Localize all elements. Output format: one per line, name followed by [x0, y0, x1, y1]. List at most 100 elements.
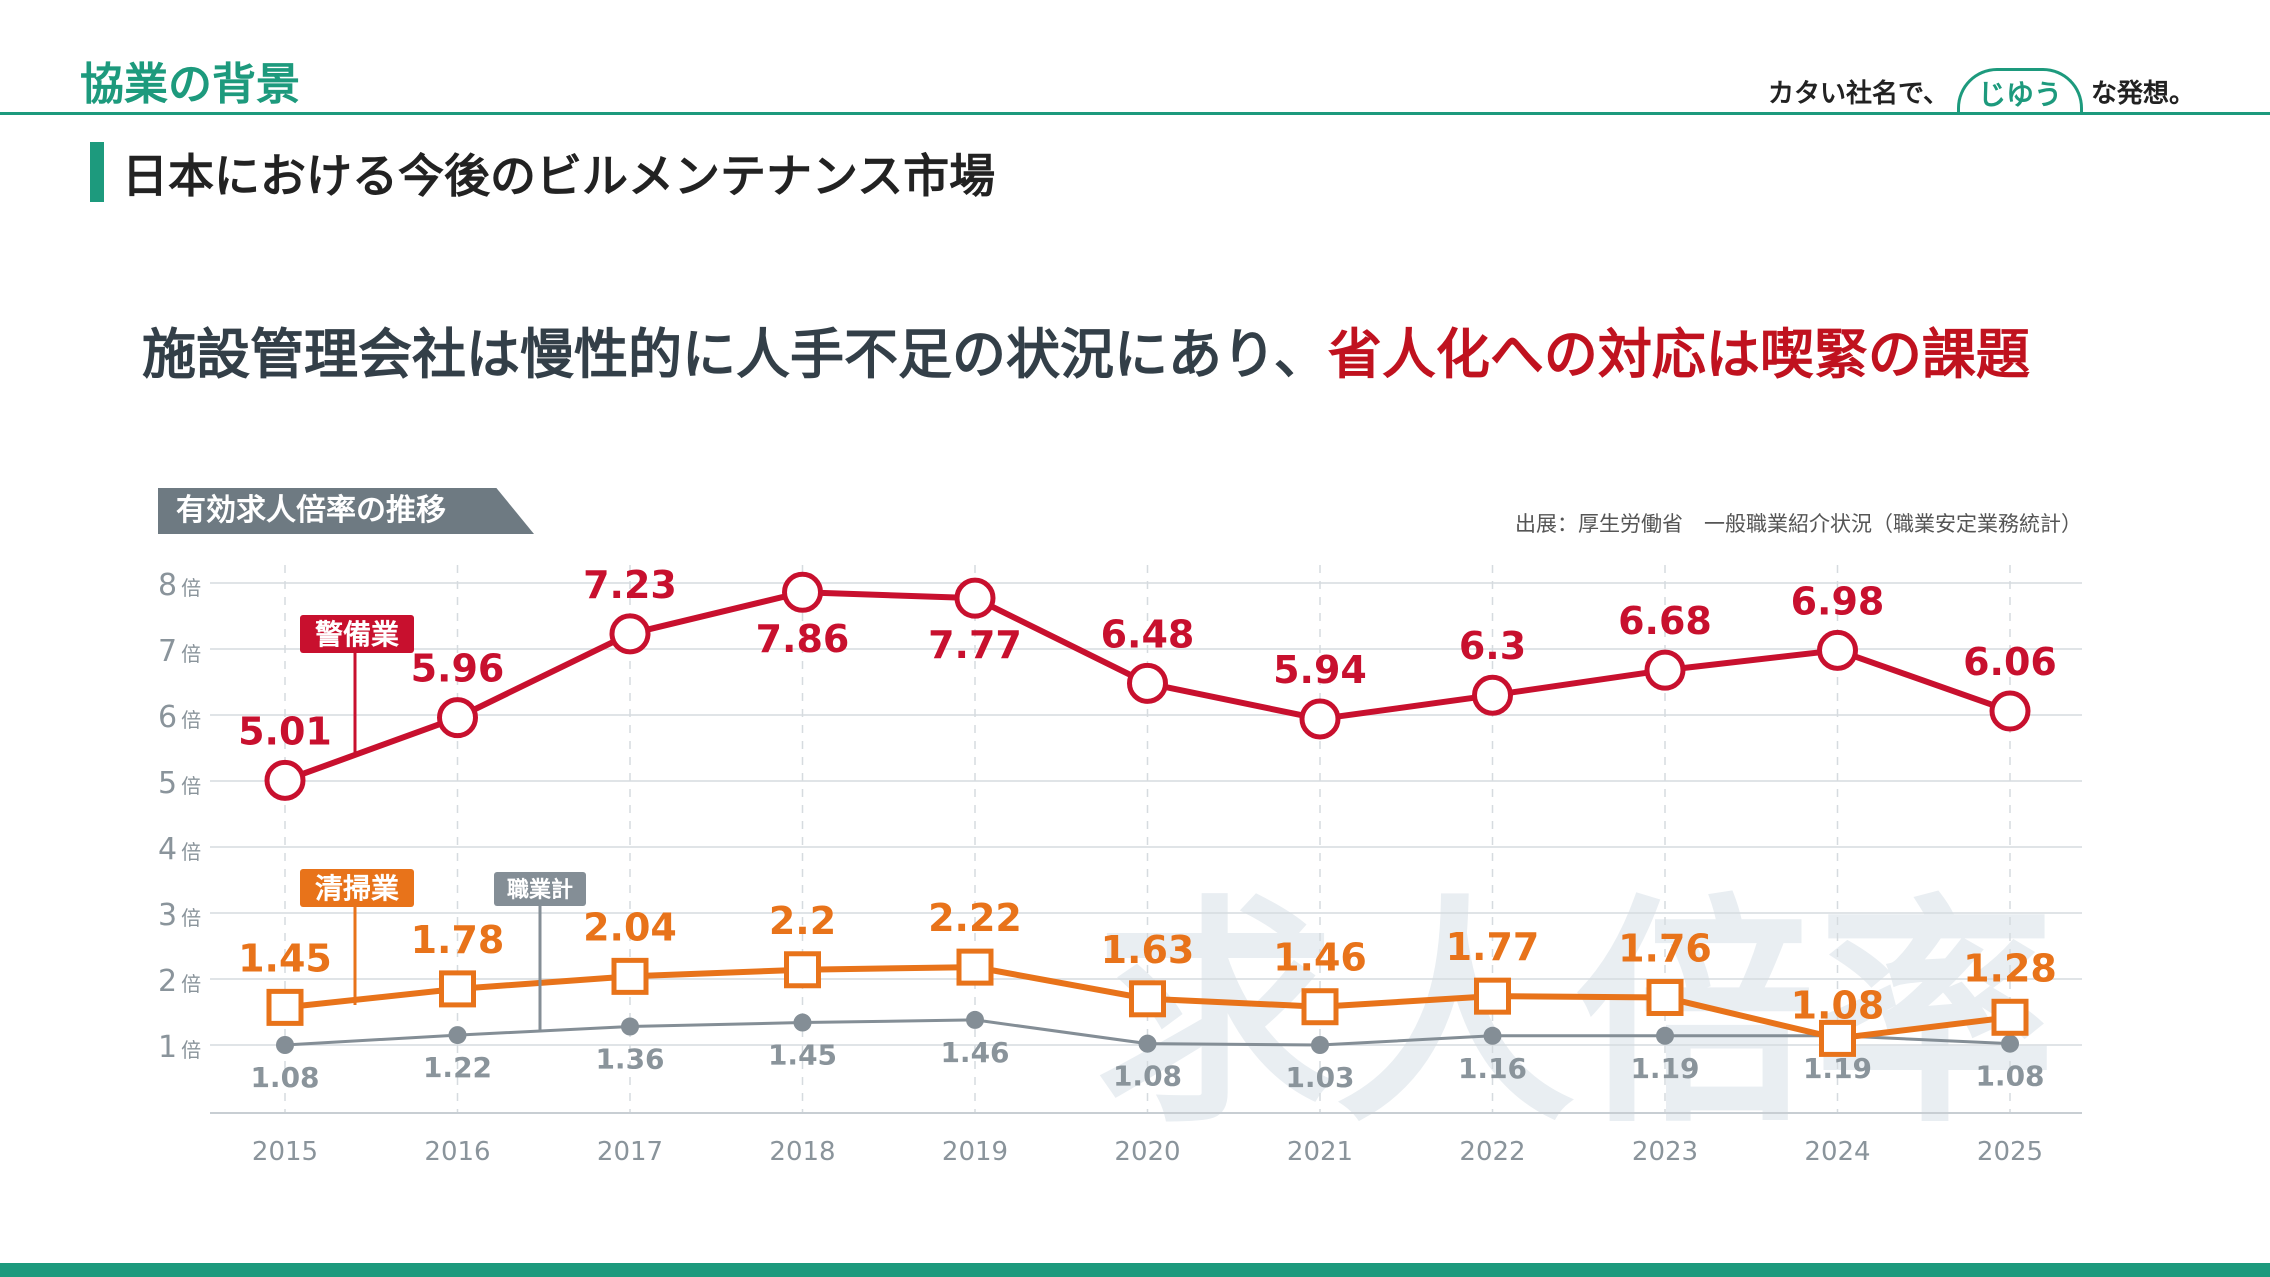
point-cleaning	[1301, 988, 1339, 1026]
x-tick-label: 2016	[424, 1137, 490, 1167]
data-label-cleaning: 2.2	[769, 899, 836, 943]
series-name-all: 職業計	[507, 877, 573, 903]
subheading: 日本における今後のビルメンテナンス市場	[122, 149, 996, 203]
point-security	[264, 759, 306, 801]
data-label-cleaning: 1.45	[238, 936, 332, 980]
x-tick-label: 2023	[1632, 1137, 1698, 1167]
data-label-all: 1.08	[1975, 1060, 2044, 1093]
key-message-accent: 省人化への対応は喫緊の課題	[1327, 323, 2030, 386]
point-cleaning	[956, 948, 994, 986]
series-name-security: 警備業	[315, 618, 399, 651]
data-label-all: 1.19	[1630, 1052, 1699, 1085]
chart-tag: 有効求人倍率の推移	[158, 488, 534, 534]
point-security	[437, 697, 478, 739]
point-security	[1472, 674, 1513, 716]
point-security	[1989, 690, 2031, 732]
data-label-all: 1.45	[768, 1039, 837, 1072]
point-security	[609, 613, 651, 655]
brand-tagline-before: カタい社名で、	[1768, 79, 1949, 109]
key-message-main: 施設管理会社は慢性的に人手不足の状況にあり、	[142, 323, 1328, 386]
footer-band	[0, 1263, 2270, 1277]
data-label-cleaning: 2.04	[583, 905, 677, 949]
x-tick-label: 2015	[252, 1137, 318, 1167]
source-note: 出展：厚生労働省 一般職業紹介状況（職業安定業務統計）	[1515, 512, 2082, 536]
x-tick-label: 2017	[597, 1137, 663, 1167]
point-all	[1138, 1034, 1157, 1053]
data-label-all: 1.36	[595, 1043, 664, 1076]
series-tag-security	[300, 615, 414, 653]
data-label-security: 7.77	[928, 623, 1022, 667]
data-label-cleaning: 1.46	[1273, 936, 1367, 980]
series-tag-all	[494, 872, 586, 906]
data-label-security: 6.06	[1963, 640, 2057, 684]
data-label-security: 7.86	[756, 617, 850, 661]
data-label-security: 6.3	[1459, 624, 1526, 668]
data-label-security: 6.48	[1101, 612, 1195, 656]
data-label-cleaning: 1.08	[1791, 983, 1885, 1027]
key-message: 施設管理会社は慢性的に人手不足の状況にあり、省人化への対応は喫緊の課題	[142, 310, 2030, 389]
section-title: 協業の背景	[80, 59, 300, 110]
point-cleaning	[439, 970, 476, 1008]
data-label-cleaning: 2.22	[928, 896, 1022, 940]
chart-watermark: 求人倍率	[1095, 875, 2055, 1155]
data-label-cleaning: 1.76	[1618, 926, 1712, 970]
data-label-all: 1.22	[423, 1051, 492, 1084]
point-all	[448, 1026, 467, 1045]
data-label-security: 6.98	[1791, 579, 1885, 623]
x-tick-label: 2024	[1804, 1137, 1870, 1167]
x-tick-label: 2022	[1459, 1137, 1525, 1167]
point-cleaning	[1474, 977, 1511, 1015]
point-security	[1644, 649, 1686, 691]
point-security	[1817, 629, 1858, 671]
point-all	[793, 1013, 812, 1032]
data-label-all: 1.46	[940, 1036, 1009, 1069]
point-security	[782, 571, 823, 613]
x-tick-label: 2020	[1114, 1137, 1180, 1167]
data-label-security: 5.94	[1273, 648, 1367, 692]
data-label-cleaning: 1.28	[1963, 946, 2057, 990]
data-label-security: 7.23	[583, 563, 677, 607]
data-label-security: 6.68	[1618, 599, 1712, 643]
x-tick-label: 2018	[769, 1137, 835, 1167]
data-label-cleaning: 1.78	[411, 918, 505, 962]
point-cleaning	[1129, 980, 1166, 1018]
point-all	[2001, 1034, 2019, 1053]
data-label-cleaning: 1.77	[1446, 925, 1540, 969]
point-all	[966, 1010, 984, 1029]
point-cleaning	[266, 988, 304, 1026]
point-security	[1299, 698, 1341, 740]
subheading-marker	[90, 142, 104, 202]
point-all	[276, 1036, 294, 1054]
data-label-all: 1.08	[1113, 1060, 1182, 1093]
brand-tagline-after: な発想。	[2090, 79, 2195, 109]
x-tick-label: 2025	[1977, 1137, 2043, 1167]
point-security	[954, 577, 996, 619]
point-all	[1483, 1026, 1502, 1045]
series-tag-cleaning	[300, 869, 414, 907]
data-label-cleaning: 1.63	[1101, 928, 1195, 972]
point-security	[1127, 662, 1168, 704]
data-label-all: 1.03	[1285, 1061, 1354, 1094]
point-cleaning	[1991, 998, 2029, 1036]
point-cleaning	[611, 957, 649, 995]
point-cleaning	[784, 951, 821, 989]
point-all	[1311, 1036, 1329, 1054]
point-cleaning	[1646, 978, 1684, 1016]
brand-tagline: カタい社名で、 じゆう な発想。	[1768, 68, 2195, 115]
x-tick-label: 2021	[1287, 1137, 1353, 1167]
data-label-security: 5.96	[411, 647, 505, 691]
header-divider	[0, 112, 2270, 115]
point-all	[621, 1017, 639, 1036]
data-label-all: 1.19	[1803, 1052, 1872, 1085]
point-all	[1656, 1026, 1674, 1045]
data-label-all: 1.16	[1458, 1052, 1527, 1085]
